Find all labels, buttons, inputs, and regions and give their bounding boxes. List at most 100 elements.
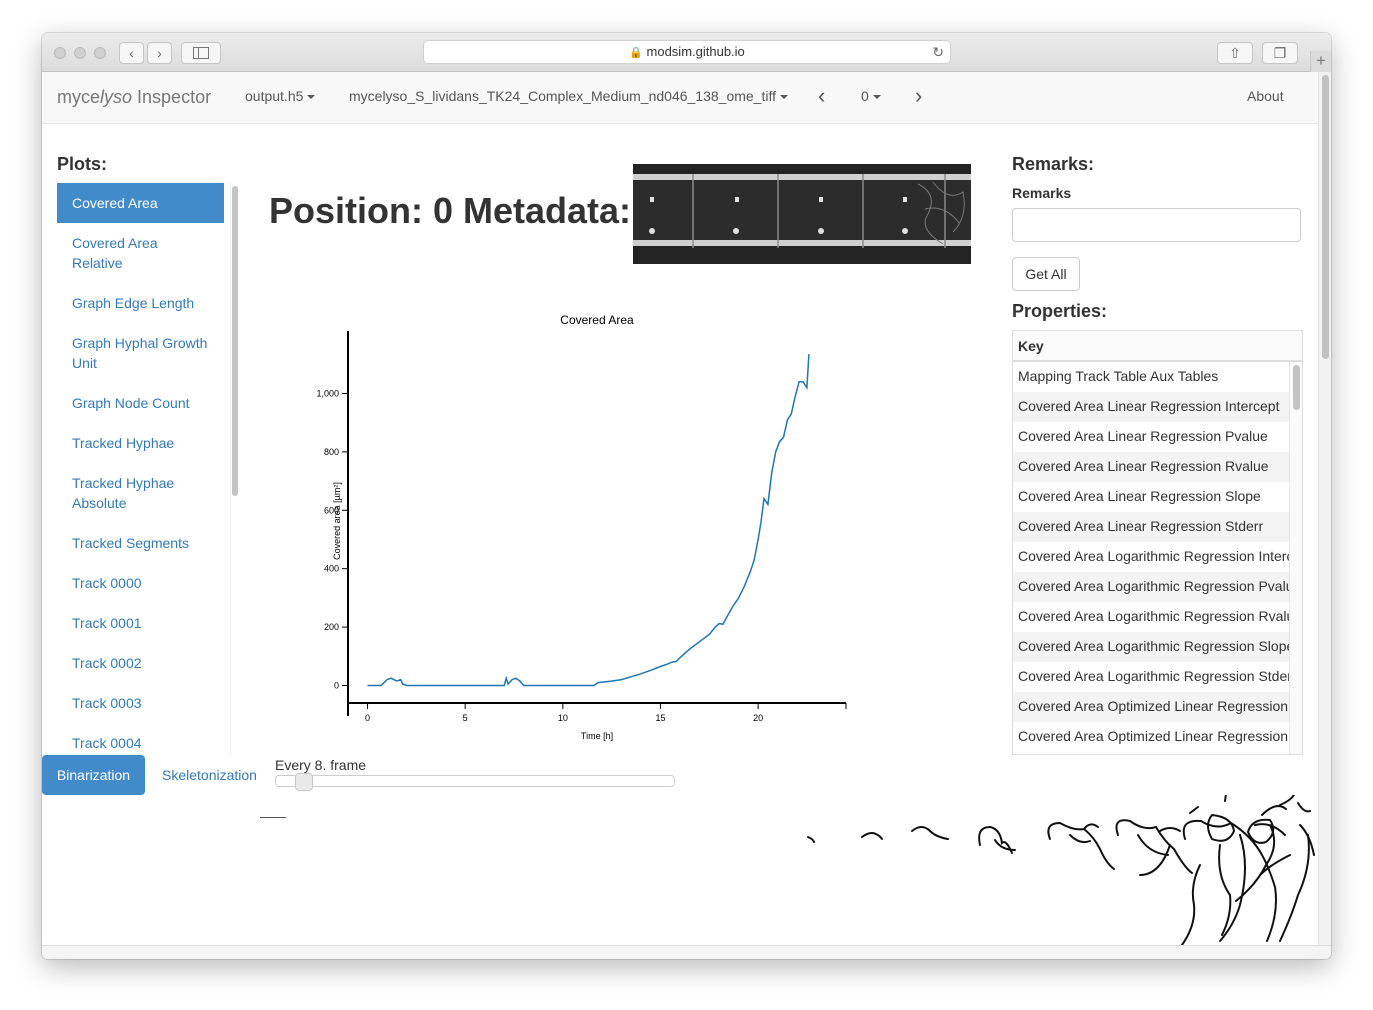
property-row[interactable]: Covered Area Logarithmic Regression Rval…	[1018, 608, 1289, 624]
address-bar[interactable]: 🔒 modsim.github.io ↻	[423, 40, 951, 64]
browser-bottom-bar	[42, 945, 1331, 959]
plots-scrollbar[interactable]	[230, 183, 238, 755]
prev-position-button[interactable]: ‹	[818, 83, 826, 108]
plots-list: Covered Area Covered Area Relative Graph E…	[57, 183, 237, 755]
property-row[interactable]: Covered Area Logarithmic Regression Inte…	[1018, 548, 1289, 564]
plots-scrollbar-thumb[interactable]	[232, 186, 238, 496]
back-icon[interactable]: ‹	[119, 42, 144, 64]
plots-heading: Plots:	[57, 154, 108, 174]
plot-item[interactable]: Track 0004	[72, 735, 142, 751]
brand-italic: lyso	[100, 87, 133, 107]
frame-step-slider-handle[interactable]	[295, 773, 313, 791]
plot-item[interactable]: Graph Node Count	[72, 395, 190, 411]
remarks-label: Remarks	[1012, 185, 1072, 201]
x-tick-label: 10	[558, 713, 568, 723]
x-ticks: 0 5 10 15 20	[365, 703, 847, 723]
frame-step-slider[interactable]	[275, 773, 675, 791]
zoom-window-button[interactable]	[94, 47, 106, 59]
property-row[interactable]: Covered Area Optimized Linear Regression	[1018, 728, 1289, 744]
property-row[interactable]: Covered Area Logarithmic Regression Slop…	[1013, 632, 1289, 662]
property-row[interactable]: Covered Area Linear Regression Rvalue	[1013, 452, 1289, 482]
position-thumbnail-image	[633, 164, 971, 264]
x-tick-label: 0	[365, 713, 370, 723]
y-tick-label: 400	[324, 564, 339, 574]
plot-item[interactable]: Tracked Hyphae Absolute	[72, 475, 175, 511]
new-tab-icon[interactable]: +	[1310, 51, 1331, 72]
plot-item[interactable]: Tracked Hyphae	[72, 435, 175, 451]
plot-item[interactable]: Covered Area Relative	[72, 235, 158, 271]
page-scrollbar[interactable]	[1318, 72, 1331, 945]
skeleton-frames-image	[807, 795, 1315, 945]
property-row[interactable]: Covered Area Linear Regression Stderr	[1013, 512, 1289, 542]
position-dropdown-label: 0	[861, 88, 869, 104]
chevron-down-icon	[780, 95, 788, 100]
properties-scrollbar-thumb[interactable]	[1293, 365, 1300, 410]
about-link[interactable]: About	[1247, 88, 1284, 104]
property-row[interactable]: Mapping Track Table Aux Tables	[1018, 368, 1219, 384]
file-dropdown-label: output.h5	[245, 88, 304, 104]
lock-icon: 🔒	[629, 47, 643, 59]
close-window-button[interactable]	[54, 47, 66, 59]
share-icon[interactable]: ⇧	[1217, 42, 1253, 64]
y-ticks: 0 200 400 600 800 1,000	[316, 388, 348, 690]
dataset-dropdown-label: mycelyso_S_lividans_TK24_Complex_Medium_…	[349, 88, 776, 104]
chevron-down-icon	[307, 95, 316, 100]
property-row[interactable]: Covered Area Linear Regression Intercept	[1013, 392, 1289, 422]
chevron-down-icon	[872, 95, 881, 100]
browser-titlebar: ‹ › 🔒 modsim.github.io ↻ ⇧ ❐	[42, 33, 1331, 72]
covered-area-chart: Covered Area 0 200 400 600 800 1,000 0 5 10 15 20…	[316, 313, 847, 741]
property-row[interactable]: Covered Area Logarithmic Regression Stde…	[1018, 668, 1289, 684]
x-axis-label: Time [h]	[581, 731, 613, 741]
remarks-input[interactable]	[1012, 208, 1301, 242]
properties-table: Key Mapping Track Table Aux Tables Covere…	[1012, 330, 1303, 755]
browser-window: ‹ › 🔒 modsim.github.io ↻ ⇧ ❐ + mycelyso …	[42, 33, 1331, 959]
property-row[interactable]: Covered Area Logarithmic Regression Pval…	[1013, 572, 1289, 602]
y-tick-label: 200	[324, 622, 339, 632]
property-row[interactable]: Covered Area Linear Regression Slope	[1018, 488, 1261, 504]
tabs-overview-icon[interactable]: ❐	[1262, 42, 1298, 64]
plot-item[interactable]: Track 0000	[72, 575, 142, 591]
plot-item[interactable]: Track 0001	[72, 615, 142, 631]
properties-heading: Properties:	[1012, 301, 1108, 321]
remarks-heading: Remarks:	[1012, 154, 1095, 174]
brand[interactable]: mycelyso Inspector	[57, 87, 211, 108]
forward-icon[interactable]: ›	[147, 42, 172, 64]
next-position-button[interactable]: ›	[915, 83, 923, 108]
plot-item[interactable]: Tracked Segments	[72, 535, 189, 551]
brand-prefix: myce	[57, 87, 101, 107]
series-line	[367, 354, 810, 687]
plot-item[interactable]: Graph Hyphal Growth Unit	[72, 335, 208, 371]
sidebar-toggle-icon[interactable]	[181, 42, 221, 64]
y-tick-label: 800	[324, 447, 339, 457]
divider	[260, 817, 286, 818]
x-tick-label: 20	[753, 713, 763, 723]
x-tick-label: 5	[463, 713, 468, 723]
tab-skeletonization[interactable]: Skeletonization	[162, 767, 257, 783]
plot-item[interactable]: Graph Edge Length	[72, 295, 195, 311]
get-all-button[interactable]: Get All	[1012, 257, 1080, 291]
plot-item[interactable]: Track 0002	[72, 655, 142, 671]
tab-binarization[interactable]: Binarization	[42, 755, 145, 795]
y-tick-label: 600	[324, 505, 339, 515]
property-row[interactable]: Covered Area Linear Regression Pvalue	[1018, 428, 1268, 444]
frame-step-label: Every 8. frame	[275, 757, 367, 773]
minimize-window-button[interactable]	[74, 47, 86, 59]
navbar: mycelyso Inspector output.h5 mycelyso_S_…	[42, 72, 1318, 124]
dataset-dropdown[interactable]: mycelyso_S_lividans_TK24_Complex_Medium_…	[349, 88, 788, 104]
chart-title: Covered Area	[560, 313, 634, 327]
properties-column-key[interactable]: Key	[1013, 331, 1302, 362]
property-row[interactable]: Covered Area Optimized Linear Regression	[1013, 692, 1289, 722]
y-tick-label: 1,000	[316, 388, 339, 398]
properties-rows: Mapping Track Table Aux Tables Covered Ar…	[1013, 362, 1302, 752]
address-text: modsim.github.io	[646, 44, 745, 59]
plot-item[interactable]: Track 0003	[72, 695, 142, 711]
plot-item[interactable]: Covered Area	[57, 183, 224, 223]
reload-icon[interactable]: ↻	[932, 44, 944, 60]
x-tick-label: 15	[655, 713, 665, 723]
page-scrollbar-thumb[interactable]	[1322, 75, 1329, 359]
y-axis-label: Covered area [µm²]	[332, 482, 342, 560]
file-dropdown[interactable]: output.h5	[245, 88, 316, 104]
position-dropdown[interactable]: 0	[861, 88, 881, 104]
position-heading: Position: 0 Metadata:	[269, 190, 632, 231]
properties-scrollbar[interactable]	[1289, 362, 1302, 754]
